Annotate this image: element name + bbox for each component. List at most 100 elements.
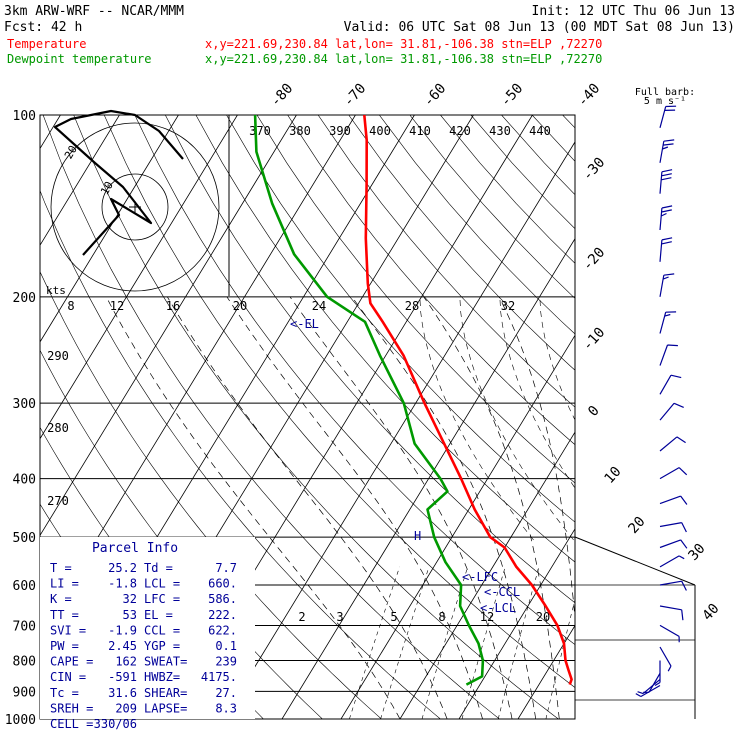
wind-barb bbox=[659, 624, 680, 643]
wind-barb bbox=[659, 467, 688, 480]
parcel-value: -1.9 bbox=[108, 623, 137, 637]
mixing-ratio-line bbox=[497, 566, 540, 719]
isotherm-line bbox=[636, 115, 740, 719]
level-annotation: <-LCL bbox=[480, 601, 516, 615]
mixing-ratio-line bbox=[545, 598, 575, 719]
mixing-ratio-label: 8 bbox=[67, 299, 74, 313]
parcel-label: CELL = bbox=[50, 717, 93, 731]
isotherm-label: -10 bbox=[580, 325, 609, 355]
level-annotation: <-EL bbox=[290, 317, 319, 331]
wind-barb bbox=[659, 169, 673, 194]
dashed-guide-line bbox=[499, 299, 575, 489]
pressure-label: 300 bbox=[13, 397, 36, 412]
wind-barb bbox=[637, 678, 661, 695]
parcel-label: CAPE = bbox=[50, 655, 93, 669]
mixing-ratio-label: 5 bbox=[390, 610, 397, 624]
isotherm-label: -80 bbox=[268, 81, 297, 111]
parcel-label: T = bbox=[50, 561, 72, 575]
wind-barb bbox=[659, 436, 686, 452]
dry-adiabat-line bbox=[501, 115, 575, 196]
forecast-hour: Fcst: 42 h bbox=[4, 20, 82, 35]
theta-label: 370 bbox=[249, 124, 271, 138]
isotherm-label: -30 bbox=[580, 155, 609, 185]
mixing-ratio-label: 3 bbox=[336, 610, 343, 624]
theta-label: 410 bbox=[409, 124, 431, 138]
theta-label: 270 bbox=[47, 494, 69, 508]
sounding-profiles bbox=[253, 115, 573, 686]
parcel-label: LI = bbox=[50, 577, 79, 591]
hodograph-ring bbox=[50, 122, 220, 292]
temperature-profile bbox=[363, 115, 573, 686]
wind-barb bbox=[659, 539, 688, 549]
isotherm-label: 30 bbox=[685, 541, 708, 564]
parcel-value: 27. bbox=[215, 686, 237, 700]
plot-frame bbox=[39, 114, 576, 720]
parcel-title: Parcel Info bbox=[92, 541, 178, 556]
dry-adiabat-line bbox=[715, 115, 740, 719]
parcel-label: Td = bbox=[144, 561, 173, 575]
wind-barb bbox=[659, 237, 673, 262]
header: 3km ARW-WRF -- NCAR/MMM Init: 12 UTC Thu… bbox=[4, 4, 735, 66]
mixing-ratio-label: 8 bbox=[438, 610, 445, 624]
parcel-label: PW = bbox=[50, 639, 79, 653]
wind-barb bbox=[654, 660, 661, 687]
valid-time: Valid: 06 UTC Sat 08 Jun 13 (00 MDT Sat … bbox=[344, 20, 735, 35]
full-barb-caption: Full barb: bbox=[635, 87, 695, 98]
theta-label: 440 bbox=[529, 124, 551, 138]
parcel-label: EL = bbox=[144, 608, 173, 622]
legend-temperature: Temperature bbox=[7, 37, 86, 51]
dry-adiabat-line bbox=[40, 189, 441, 719]
level-annotation: <-LFC bbox=[462, 570, 498, 584]
wind-barb bbox=[659, 105, 677, 128]
wind-barb bbox=[635, 684, 661, 698]
parcel-label: TT = bbox=[50, 608, 79, 622]
parcel-value: 32 bbox=[123, 592, 137, 606]
dry-adiabat-line bbox=[593, 115, 740, 719]
parcel-label: LFC = bbox=[144, 592, 180, 606]
mixing-ratio-label: 12 bbox=[480, 610, 494, 624]
dashed-guide-line bbox=[459, 299, 574, 541]
parcel-value: 330/06 bbox=[94, 717, 137, 731]
hodograph-ring-label: 10 bbox=[98, 179, 116, 197]
level-annotation: <-CCL bbox=[484, 585, 520, 599]
theta-label: 420 bbox=[449, 124, 471, 138]
full-barb-units: 5 m s⁻¹ bbox=[644, 96, 686, 107]
hodograph-ring bbox=[101, 173, 169, 241]
dry-adiabat-line bbox=[562, 115, 575, 129]
hodograph-trace bbox=[53, 109, 184, 256]
mixing-ratio-label: 20 bbox=[233, 299, 247, 313]
isotherm-line bbox=[40, 115, 238, 440]
parcel-value: 8.3 bbox=[215, 701, 237, 715]
dry-adiabat-line bbox=[103, 115, 575, 688]
isotherm-line bbox=[281, 237, 575, 719]
pressure-label: 1000 bbox=[5, 713, 36, 728]
legend-dewpoint: Dewpoint temperature bbox=[7, 52, 152, 66]
mixing-ratio-label: 16 bbox=[166, 299, 180, 313]
mixing-ratio-label: 28 bbox=[405, 299, 419, 313]
wind-barb bbox=[659, 311, 677, 334]
wind-barb bbox=[659, 402, 684, 421]
dry-adiabat-line bbox=[73, 115, 559, 719]
parcel-info-panel: Parcel Info T = 25.2 Td = 7.7 LI = -1.8 LCL = 66… bbox=[40, 537, 255, 731]
pressure-label: 400 bbox=[13, 473, 36, 488]
wind-barb bbox=[659, 374, 682, 395]
isotherm-line bbox=[399, 431, 575, 719]
wind-barb bbox=[659, 495, 688, 505]
dry-adiabat-line bbox=[165, 115, 575, 604]
isotherm-line bbox=[458, 528, 575, 719]
theta-label: 280 bbox=[47, 421, 69, 435]
parcel-label: SREH = bbox=[50, 701, 93, 715]
parcel-value: 0.1 bbox=[215, 639, 237, 653]
isotherm-label: 10 bbox=[601, 464, 624, 487]
isotherm-label: -20 bbox=[580, 245, 609, 275]
isotherm-label: 40 bbox=[699, 601, 722, 624]
isotherm-line bbox=[40, 115, 297, 537]
parcel-value: 25.2 bbox=[108, 561, 137, 575]
pressure-label: 600 bbox=[13, 579, 36, 594]
isotherm-line bbox=[577, 115, 740, 719]
wind-barb bbox=[659, 605, 684, 621]
parcel-value: 209 bbox=[115, 701, 137, 715]
parcel-label: CCL = bbox=[144, 623, 180, 637]
pressure-label: 200 bbox=[13, 291, 36, 306]
mixing-ratio-label: 20 bbox=[536, 610, 550, 624]
